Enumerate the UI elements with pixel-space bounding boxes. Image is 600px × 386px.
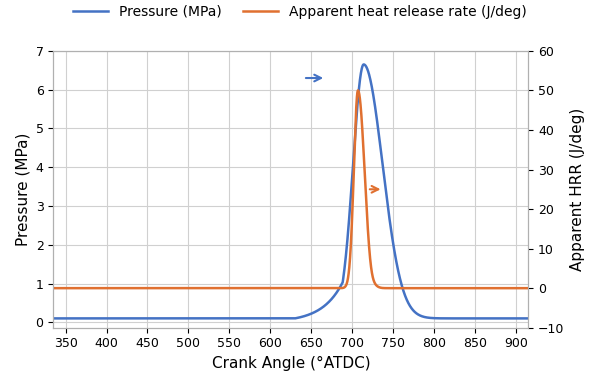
- Pressure (MPa): [525, 316, 532, 321]
- Pressure (MPa): [50, 316, 57, 321]
- Y-axis label: Apparent HRR (J/deg): Apparent HRR (J/deg): [570, 108, 585, 271]
- Pressure (MPa): [440, 316, 448, 321]
- Pressure (MPa): [335, 288, 342, 293]
- Apparent heat release rate (J/deg): [359, 127, 366, 132]
- Apparent heat release rate (J/deg): [136, 286, 143, 291]
- Apparent heat release rate (J/deg): [335, 286, 342, 291]
- Pressure (MPa): [360, 62, 367, 67]
- Pressure (MPa): [404, 300, 412, 305]
- Apparent heat release rate (J/deg): [404, 286, 412, 291]
- Y-axis label: Pressure (MPa): Pressure (MPa): [15, 133, 30, 246]
- Apparent heat release rate (J/deg): [355, 88, 362, 93]
- Legend: Pressure (MPa), Apparent heat release rate (J/deg): Pressure (MPa), Apparent heat release ra…: [68, 0, 532, 24]
- Apparent heat release rate (J/deg): [50, 286, 57, 291]
- X-axis label: Crank Angle (°ATDC): Crank Angle (°ATDC): [212, 356, 370, 371]
- Apparent heat release rate (J/deg): [231, 286, 238, 291]
- Pressure (MPa): [136, 316, 143, 321]
- Apparent heat release rate (J/deg): [440, 286, 448, 291]
- Apparent heat release rate (J/deg): [525, 286, 532, 291]
- Line: Apparent heat release rate (J/deg): Apparent heat release rate (J/deg): [53, 90, 529, 288]
- Pressure (MPa): [231, 316, 238, 321]
- Pressure (MPa): [359, 64, 366, 69]
- Line: Pressure (MPa): Pressure (MPa): [53, 64, 529, 318]
